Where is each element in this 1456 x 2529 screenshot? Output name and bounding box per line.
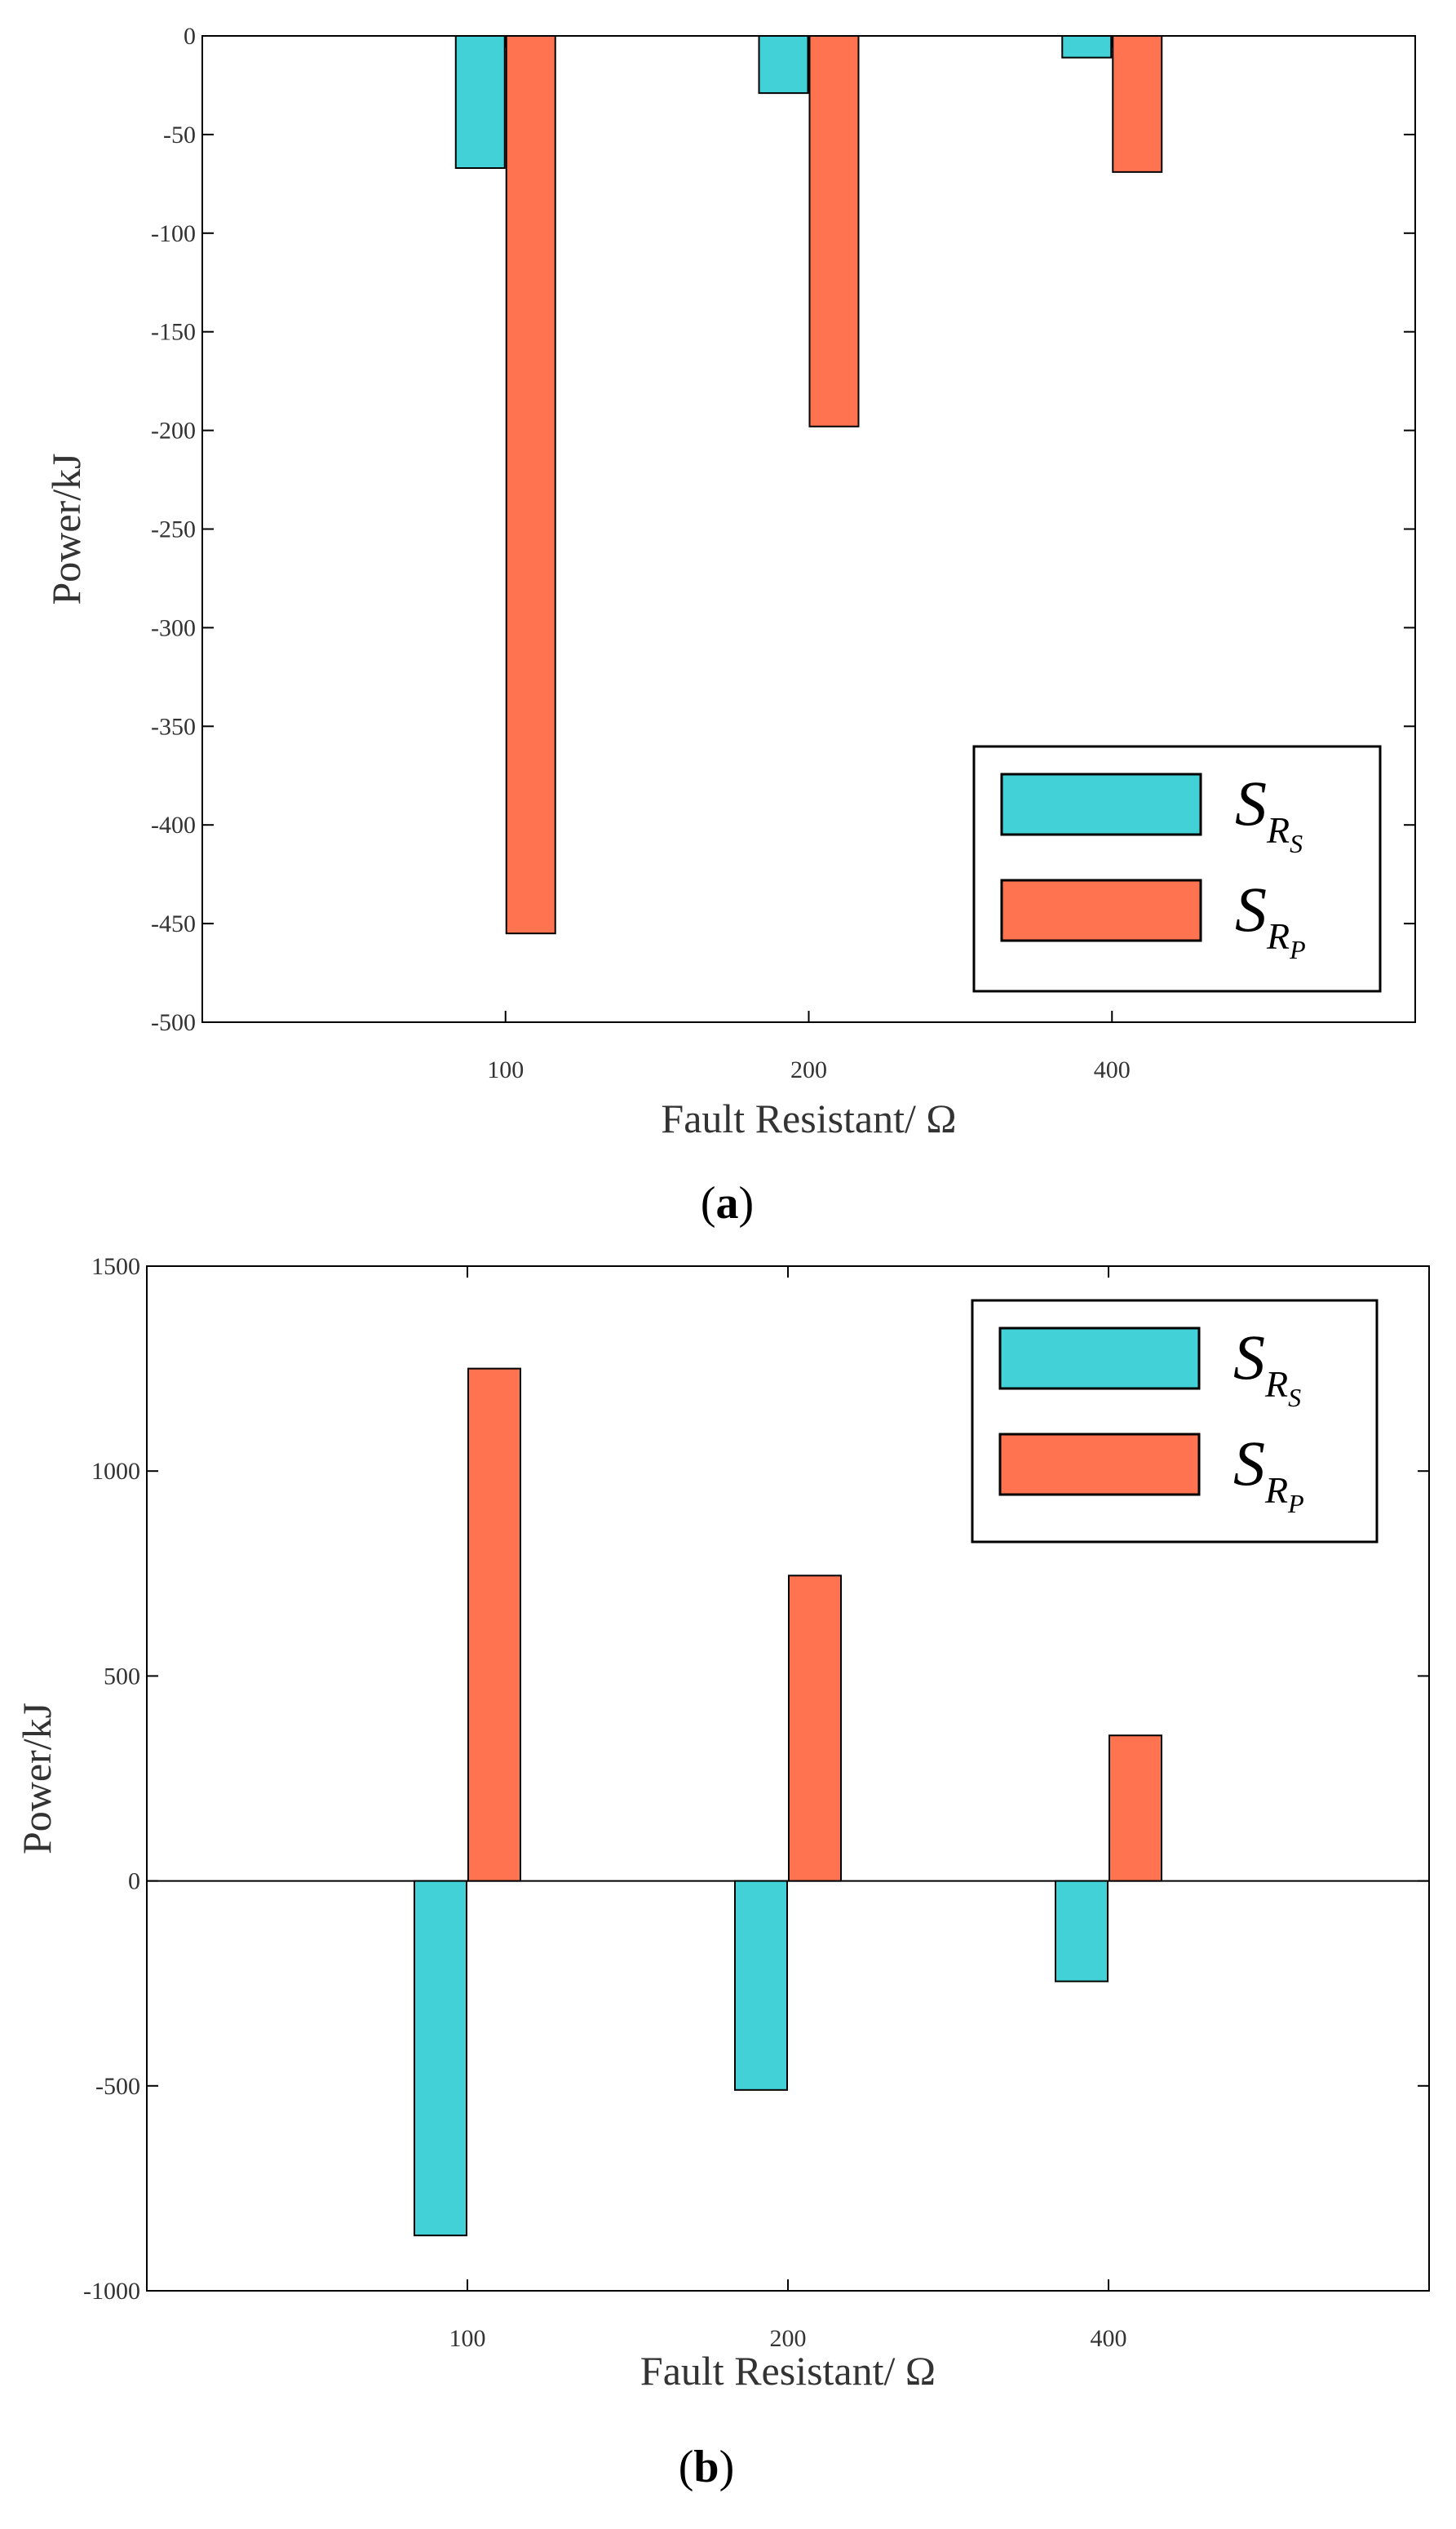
legend-label-srp: SRP	[1233, 1428, 1304, 1518]
y-axis-title: Power/kJ	[14, 1703, 60, 1854]
y-tick-label: -500	[95, 2073, 140, 2100]
legend-main: S	[1233, 1428, 1265, 1499]
legend-subsub: S	[1290, 829, 1303, 858]
legend-label-srs: SRS	[1233, 1322, 1301, 1412]
panel-letter: a	[716, 1178, 739, 1229]
y-tick-label: 0	[184, 23, 196, 50]
panel-label: (b)	[679, 2442, 734, 2492]
y-tick-label: -300	[151, 614, 196, 641]
legend-swatch-srs	[1000, 773, 1202, 836]
y-tick-label: -200	[151, 418, 196, 445]
panel-label: (a)	[701, 1178, 754, 1229]
panel-paren-close: )	[739, 1178, 755, 1229]
bar-srp-200	[808, 35, 860, 427]
x-tick-label: 200	[790, 1056, 827, 1083]
panel-paren-open: (	[679, 2442, 694, 2492]
legend-subsub: P	[1289, 935, 1306, 964]
legend-sub: R	[1264, 1363, 1288, 1405]
x-tick-label: 100	[449, 2325, 486, 2352]
bar-srs-200	[758, 35, 809, 95]
bar-srp-400	[1112, 35, 1163, 173]
bar-srs-400	[1055, 1880, 1109, 1982]
panel-paren-open: (	[701, 1178, 716, 1229]
y-tick-label: 0	[128, 1868, 140, 1895]
legend-label-srp: SRP	[1235, 874, 1306, 964]
y-tick-label: -500	[151, 1009, 196, 1036]
bar-srs-200	[734, 1880, 788, 2091]
y-tick-label: -50	[163, 122, 196, 148]
x-tick-label: 400	[1091, 2325, 1127, 2352]
y-tick-label: -350	[151, 713, 196, 740]
bar-srp-100	[505, 35, 556, 935]
y-tick-label: -150	[151, 319, 196, 346]
x-axis-title: Fault Resistant/ Ω	[640, 2348, 936, 2394]
x-tick-label: 200	[770, 2325, 807, 2352]
legend-sub: R	[1266, 915, 1290, 957]
bar-srp-200	[788, 1575, 842, 1882]
legend-swatch-srp	[1000, 879, 1202, 942]
legend-sub: R	[1266, 809, 1290, 851]
x-tick-label: 400	[1094, 1056, 1131, 1083]
legend-main: S	[1235, 874, 1267, 945]
bar-srs-100	[414, 1880, 467, 2237]
y-tick-label: -100	[151, 220, 196, 247]
bar-srp-100	[467, 1367, 521, 1882]
panel-letter: b	[693, 2442, 719, 2492]
legend-main: S	[1235, 768, 1267, 839]
y-tick-label: -450	[151, 910, 196, 937]
panel-paren-close: )	[719, 2442, 735, 2492]
y-tick-label: -250	[151, 516, 196, 543]
bar-srs-100	[454, 35, 506, 170]
legend-subsub: P	[1287, 1489, 1304, 1518]
y-axis-title: Power/kJ	[43, 453, 89, 605]
legend-swatch-srp	[998, 1433, 1201, 1496]
legend-swatch-srs	[998, 1327, 1201, 1390]
legend-main: S	[1233, 1322, 1265, 1393]
legend-sub: R	[1264, 1469, 1288, 1511]
y-tick-label: -1000	[83, 2278, 140, 2305]
y-tick-label: 1000	[91, 1458, 140, 1485]
x-axis-title: Fault Resistant/ Ω	[661, 1096, 956, 1141]
chart-a: 0 -50 -100 -150 -200 -250 -300 -350 -400 -450 -500…	[43, 23, 1416, 1229]
legend-subsub: S	[1288, 1383, 1301, 1412]
y-tick-label: 500	[104, 1663, 140, 1690]
bar-srp-400	[1109, 1734, 1162, 1882]
y-tick-label: 1500	[91, 1253, 140, 1280]
y-tick-label: -400	[151, 812, 196, 839]
x-tick-label: 100	[487, 1056, 524, 1083]
chart-b: 1500 1000 500 0 -500 -1000 100 200 400 Power/kJ Fa…	[14, 1253, 1430, 2492]
bar-srs-400	[1061, 35, 1113, 59]
legend-label-srs: SRS	[1235, 768, 1303, 858]
